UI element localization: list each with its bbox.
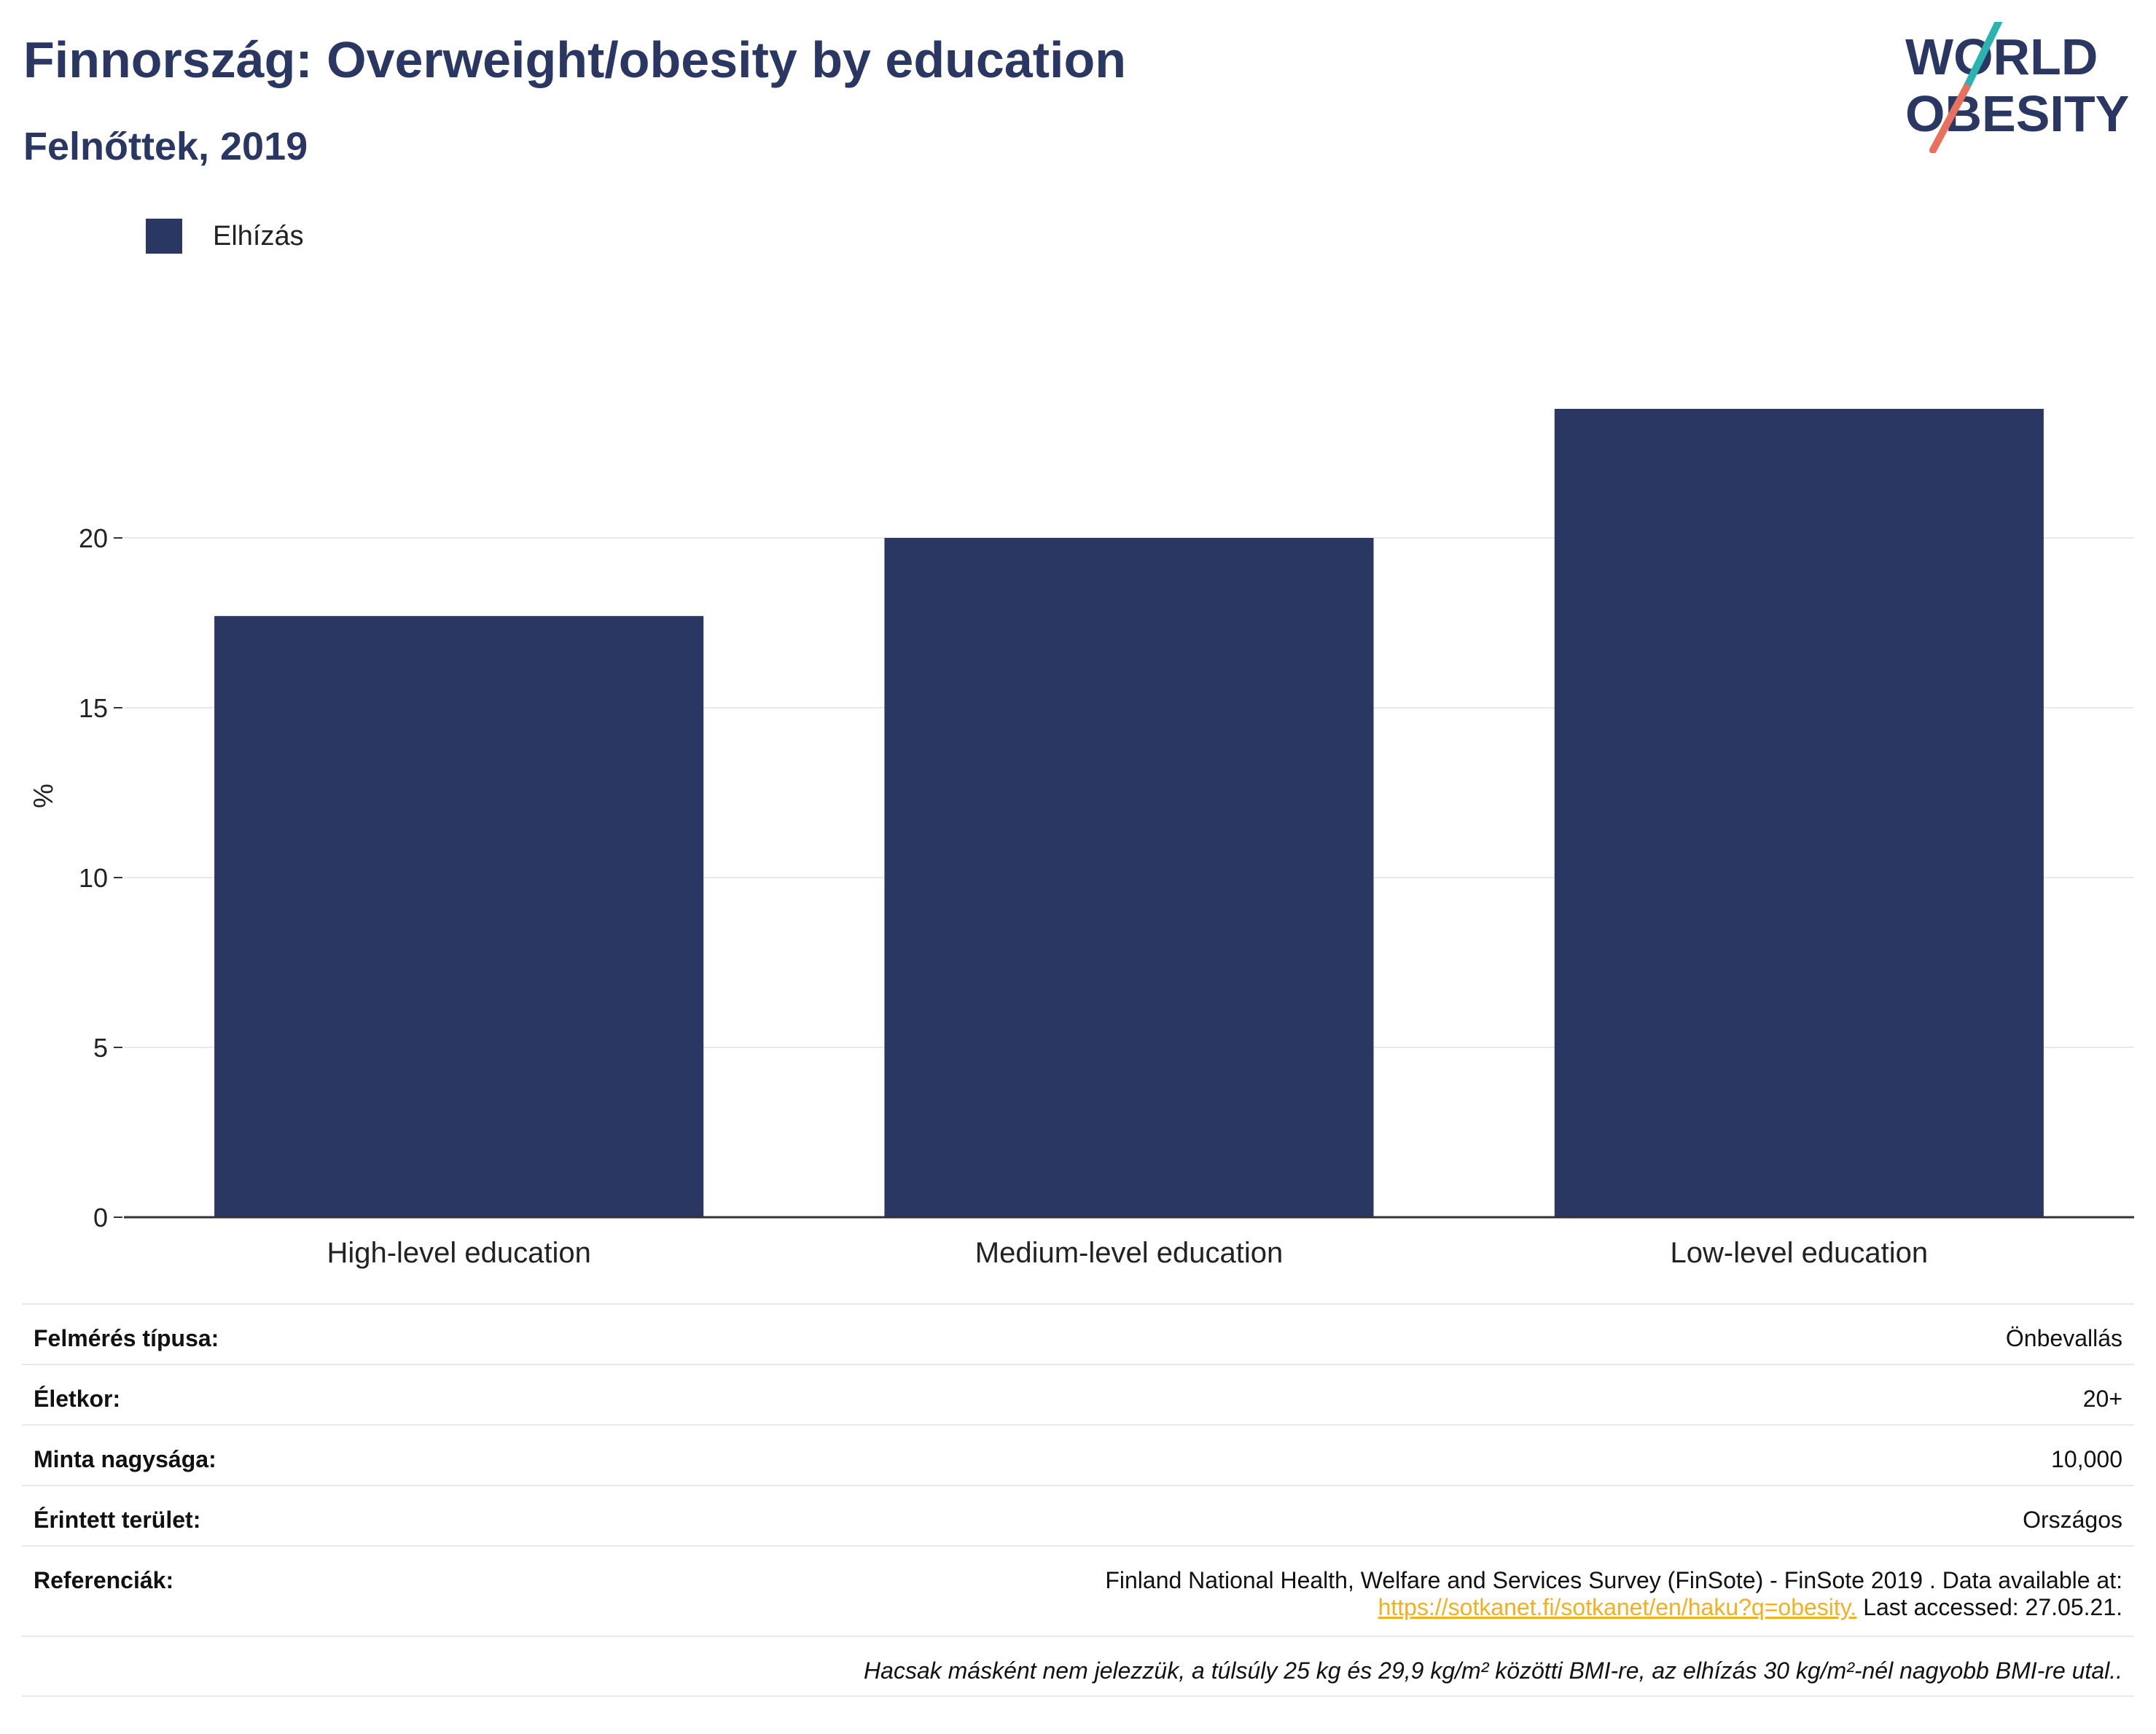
y-tick-label-10: 10 bbox=[79, 863, 108, 893]
references-label: Referenciák: bbox=[34, 1567, 174, 1593]
info-row-age: Életkor: 20+ bbox=[22, 1364, 2134, 1424]
y-axis-label: % bbox=[28, 784, 59, 808]
info-table: Felmérés típusa: Önbevallás Életkor: 20+… bbox=[22, 1303, 2134, 1697]
bars bbox=[214, 408, 2044, 1218]
info-row-area: Érintett terület: Országos bbox=[22, 1485, 2134, 1545]
sample-size-value: 10,000 bbox=[2051, 1446, 2122, 1472]
bar-low-level-education[interactable] bbox=[1554, 408, 2044, 1218]
references-accessed: Last accessed: 27.05.21. bbox=[1856, 1594, 2122, 1620]
references-link[interactable]: https://sotkanet.fi/sotkanet/en/haku?q=o… bbox=[1378, 1594, 1857, 1620]
y-tick-label-0: 0 bbox=[93, 1203, 108, 1233]
logo-text-line1: WORLD bbox=[1905, 28, 2098, 85]
bar-medium-level-education[interactable] bbox=[884, 538, 1374, 1217]
info-row-references: Referenciák: Finland National Health, We… bbox=[22, 1545, 2134, 1636]
survey-type-label: Felmérés típusa: bbox=[34, 1325, 219, 1351]
age-label: Életkor: bbox=[34, 1386, 121, 1412]
references-text: Finland National Health, Welfare and Ser… bbox=[1105, 1567, 2122, 1593]
legend-swatch bbox=[146, 219, 182, 254]
bar-high-level-education[interactable] bbox=[214, 616, 704, 1217]
area-label: Érintett terület: bbox=[34, 1507, 201, 1533]
info-row-note: Hacsak másként nem jelezzük, a túlsúly 2… bbox=[22, 1636, 2134, 1697]
bar-chart: 0 5 10 15 20 High-level education Medium-level… bbox=[28, 408, 2134, 1269]
references-line2: https://sotkanet.fi/sotkanet/en/haku?q=o… bbox=[1105, 1594, 2122, 1621]
legend[interactable]: Elhízás bbox=[146, 217, 304, 255]
axes: 0 5 10 15 20 High-level education Medium-level… bbox=[79, 523, 2134, 1269]
info-row-survey-type: Felmérés típusa: Önbevallás bbox=[22, 1303, 2134, 1364]
chart-subtitle: Felnőttek, 2019 bbox=[23, 125, 308, 168]
y-tick-label-5: 5 bbox=[93, 1033, 108, 1063]
y-tick-label-15: 15 bbox=[79, 693, 108, 723]
logo-slash-bottom bbox=[1929, 84, 1970, 153]
legend-label: Elhízás bbox=[213, 220, 304, 251]
chart-title: Finnország: Overweight/obesity by educat… bbox=[23, 31, 1126, 88]
logo-slash-top bbox=[1963, 22, 2002, 91]
x-tick-label: Medium-level education bbox=[975, 1237, 1283, 1269]
area-value: Országos bbox=[2023, 1507, 2122, 1533]
world-obesity-logo: WORLD OBESITY bbox=[1905, 22, 2129, 153]
x-tick-label: High-level education bbox=[327, 1237, 590, 1269]
bmi-note: Hacsak másként nem jelezzük, a túlsúly 2… bbox=[864, 1657, 2122, 1684]
survey-type-value: Önbevallás bbox=[2005, 1325, 2122, 1351]
x-tick-label: Low-level education bbox=[1671, 1237, 1929, 1269]
y-tick-label-20: 20 bbox=[79, 523, 108, 553]
age-value: 20+ bbox=[2082, 1386, 2122, 1412]
references-value: Finland National Health, Welfare and Ser… bbox=[1105, 1567, 2122, 1621]
sample-size-label: Minta nagysága: bbox=[34, 1446, 216, 1472]
info-row-sample-size: Minta nagysága: 10,000 bbox=[22, 1424, 2134, 1485]
